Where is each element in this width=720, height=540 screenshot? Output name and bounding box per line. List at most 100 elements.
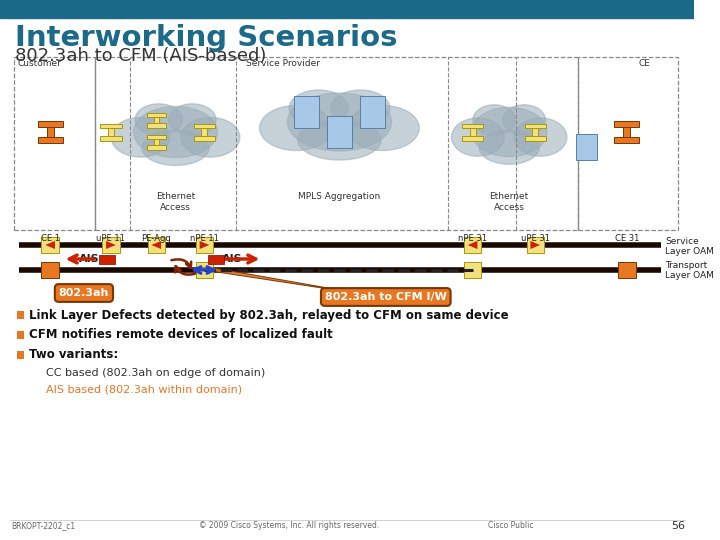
Text: © 2009 Cisco Systems, Inc. All rights reserved.: © 2009 Cisco Systems, Inc. All rights re… xyxy=(199,522,379,530)
Bar xyxy=(614,121,639,127)
Text: Layer OAM: Layer OAM xyxy=(665,272,714,280)
Bar xyxy=(532,129,539,136)
Bar xyxy=(100,124,122,129)
Ellipse shape xyxy=(451,118,504,156)
Text: PE-Agg: PE-Agg xyxy=(141,234,171,243)
Bar xyxy=(208,255,224,264)
Bar xyxy=(0,0,694,18)
Bar xyxy=(196,262,213,278)
Text: AIS based (802.3ah within domain): AIS based (802.3ah within domain) xyxy=(46,384,243,394)
Ellipse shape xyxy=(142,130,209,165)
Text: Link Layer Defects detected by 802.3ah, relayed to CFM on same device: Link Layer Defects detected by 802.3ah, … xyxy=(29,308,508,321)
Bar xyxy=(47,127,54,137)
Bar xyxy=(360,96,384,128)
Text: Service Provider: Service Provider xyxy=(246,59,320,68)
Bar xyxy=(462,124,483,129)
Bar xyxy=(17,331,24,339)
Bar xyxy=(576,134,597,160)
Text: Service: Service xyxy=(665,237,699,246)
Bar xyxy=(100,136,122,140)
Text: CC based (802.3ah on edge of domain): CC based (802.3ah on edge of domain) xyxy=(46,368,266,378)
Bar xyxy=(618,262,636,278)
Text: nPE 11: nPE 11 xyxy=(190,234,219,243)
Text: 802.3ah: 802.3ah xyxy=(59,288,109,298)
Bar xyxy=(42,237,59,253)
Ellipse shape xyxy=(134,106,217,158)
Ellipse shape xyxy=(111,118,170,157)
Text: uPE 11: uPE 11 xyxy=(96,234,125,243)
Ellipse shape xyxy=(479,130,539,164)
Ellipse shape xyxy=(472,107,546,157)
Text: Customer: Customer xyxy=(17,59,61,68)
Ellipse shape xyxy=(298,120,381,160)
Bar xyxy=(147,134,166,139)
Bar xyxy=(525,136,546,140)
Bar xyxy=(147,123,166,127)
Bar xyxy=(196,237,213,253)
Bar xyxy=(153,139,159,145)
Ellipse shape xyxy=(330,90,390,126)
Ellipse shape xyxy=(260,105,333,151)
Bar xyxy=(294,96,319,128)
Bar xyxy=(102,237,120,253)
Ellipse shape xyxy=(135,104,182,136)
Bar xyxy=(577,57,678,230)
Text: CE: CE xyxy=(639,59,650,68)
Bar xyxy=(462,136,483,140)
Ellipse shape xyxy=(503,105,546,136)
Ellipse shape xyxy=(473,105,516,136)
Polygon shape xyxy=(151,241,161,249)
Text: CE 1: CE 1 xyxy=(40,234,60,243)
Bar xyxy=(194,124,215,129)
Text: nPE 31: nPE 31 xyxy=(458,234,487,243)
Polygon shape xyxy=(191,268,361,294)
Bar xyxy=(17,351,24,359)
Bar xyxy=(148,237,165,253)
Bar xyxy=(108,129,114,136)
Bar xyxy=(147,112,166,117)
Polygon shape xyxy=(106,241,116,249)
Text: 56: 56 xyxy=(671,521,685,531)
Text: AIS: AIS xyxy=(78,254,99,264)
Ellipse shape xyxy=(181,118,240,157)
Bar xyxy=(99,255,114,264)
Bar xyxy=(17,311,24,319)
Bar xyxy=(464,262,481,278)
Bar xyxy=(147,145,166,150)
Bar xyxy=(96,57,577,230)
Text: CFM notifies remote devices of localized fault: CFM notifies remote devices of localized… xyxy=(29,328,333,341)
Bar xyxy=(42,262,59,278)
Ellipse shape xyxy=(346,105,419,151)
Bar xyxy=(37,137,63,143)
Text: Interworking Scenarios: Interworking Scenarios xyxy=(15,24,398,52)
Bar xyxy=(624,127,631,137)
Polygon shape xyxy=(45,241,55,249)
Bar xyxy=(14,57,96,230)
Text: Ethernet
Access: Ethernet Access xyxy=(490,192,528,212)
Text: 802.3ah to CFM (AIS-based): 802.3ah to CFM (AIS-based) xyxy=(15,47,267,65)
Bar xyxy=(327,116,352,148)
Text: AIS: AIS xyxy=(222,254,243,264)
Ellipse shape xyxy=(514,118,567,156)
Bar xyxy=(202,129,207,136)
Bar xyxy=(525,124,546,129)
Text: Two variants:: Two variants: xyxy=(29,348,118,361)
Polygon shape xyxy=(199,241,210,249)
Ellipse shape xyxy=(289,90,348,126)
Bar xyxy=(614,137,639,143)
Text: Cisco Public: Cisco Public xyxy=(488,522,534,530)
Text: uPE 31: uPE 31 xyxy=(521,234,550,243)
Text: Ethernet
Access: Ethernet Access xyxy=(156,192,195,212)
Text: CE 31: CE 31 xyxy=(615,234,639,243)
Bar xyxy=(153,117,159,123)
Bar xyxy=(464,237,481,253)
Text: MPLS Aggregation: MPLS Aggregation xyxy=(298,192,381,201)
Text: 802.3ah to CFM I/W: 802.3ah to CFM I/W xyxy=(325,292,446,302)
Ellipse shape xyxy=(168,104,216,136)
Ellipse shape xyxy=(287,93,392,151)
Polygon shape xyxy=(531,241,540,249)
Bar xyxy=(194,136,215,140)
Bar xyxy=(526,237,544,253)
Polygon shape xyxy=(468,241,477,249)
Bar xyxy=(37,121,63,127)
